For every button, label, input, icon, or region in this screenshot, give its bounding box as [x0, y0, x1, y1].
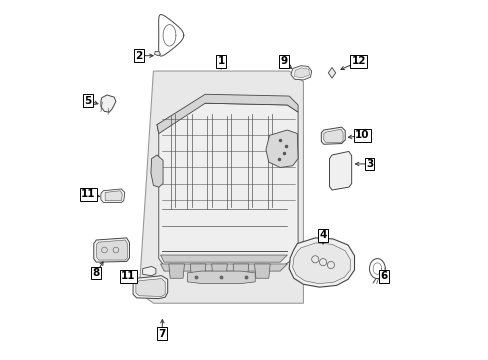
Text: 1: 1	[217, 57, 224, 66]
Text: 2: 2	[135, 51, 142, 61]
Polygon shape	[254, 264, 270, 278]
Polygon shape	[154, 51, 160, 56]
Polygon shape	[233, 264, 248, 278]
Polygon shape	[321, 127, 345, 144]
Text: 8: 8	[92, 268, 100, 278]
Polygon shape	[97, 240, 127, 260]
Polygon shape	[168, 264, 184, 278]
Polygon shape	[94, 238, 129, 262]
Polygon shape	[105, 191, 122, 201]
Polygon shape	[160, 255, 287, 262]
Polygon shape	[211, 264, 227, 278]
Text: 9: 9	[280, 57, 287, 66]
Polygon shape	[136, 279, 165, 296]
Text: 12: 12	[351, 57, 366, 66]
Text: 10: 10	[354, 130, 369, 140]
Polygon shape	[133, 276, 167, 298]
Text: 11: 11	[121, 271, 135, 282]
Text: 3: 3	[365, 159, 372, 169]
Polygon shape	[290, 66, 311, 80]
Polygon shape	[288, 238, 354, 287]
Text: 6: 6	[379, 271, 386, 282]
Text: 11: 11	[81, 189, 95, 199]
Polygon shape	[151, 155, 163, 187]
Polygon shape	[265, 130, 298, 167]
Polygon shape	[142, 266, 156, 276]
Polygon shape	[160, 264, 287, 271]
Polygon shape	[157, 103, 298, 266]
Polygon shape	[187, 271, 255, 284]
Text: 7: 7	[158, 329, 166, 339]
Polygon shape	[294, 68, 309, 78]
Polygon shape	[327, 67, 335, 78]
Polygon shape	[323, 129, 343, 143]
Polygon shape	[101, 189, 124, 203]
Polygon shape	[190, 264, 205, 278]
Polygon shape	[292, 243, 349, 284]
Polygon shape	[139, 71, 303, 303]
Text: 4: 4	[319, 230, 326, 240]
Text: 5: 5	[84, 96, 91, 106]
Polygon shape	[101, 95, 116, 112]
Polygon shape	[329, 152, 351, 190]
Polygon shape	[157, 94, 298, 134]
